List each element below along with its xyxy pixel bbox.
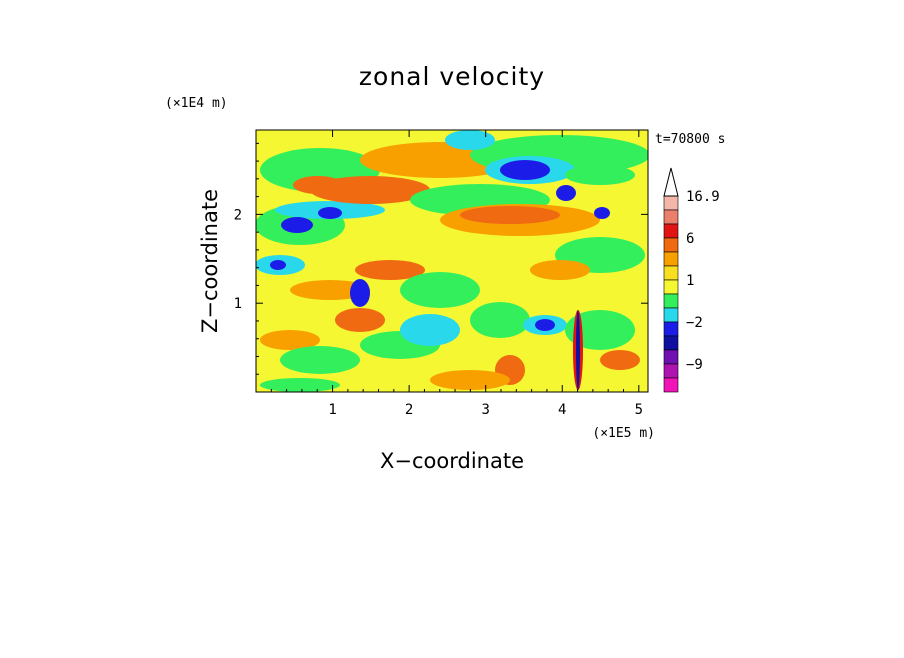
plot-frame (255, 129, 649, 393)
colorbar-label: −2 (686, 315, 703, 331)
x-tick-label: 3 (481, 402, 489, 418)
colorbar-label: −9 (686, 357, 703, 373)
colorbar-level (663, 195, 679, 211)
colorbar-level (663, 251, 679, 267)
y-tick-label: 2 (234, 207, 242, 223)
colorbar-level (663, 335, 679, 351)
x-axis: 1 2 3 4 5 (270, 130, 643, 418)
y-tick-label: 1 (234, 296, 242, 312)
colorbar-level (663, 349, 679, 365)
y-axis-label: Z−coordinate (198, 189, 222, 333)
y-axis-unit: (×1E4 m) (165, 96, 228, 111)
colorbar-label: 16.9 (686, 189, 720, 205)
colorbar-level (663, 279, 679, 295)
velocity-field (256, 130, 648, 392)
colorbar-level (663, 377, 679, 393)
colorbar-level (663, 223, 679, 239)
colorbar-level (663, 321, 679, 337)
chart-title: zonal velocity (359, 62, 545, 91)
contour-regions (256, 130, 648, 392)
x-tick-label: 1 (328, 402, 336, 418)
x-tick-label: 2 (405, 402, 413, 418)
x-tick-label: 5 (635, 402, 643, 418)
y-axis: 12 (234, 142, 648, 375)
colorbar: 16.9 6 1 −2 −9 (663, 167, 720, 393)
x-axis-label: X−coordinate (380, 449, 524, 473)
colorbar-level (663, 363, 679, 379)
colorbar-level (663, 209, 679, 225)
x-tick-label: 4 (558, 402, 566, 418)
x-axis-unit: (×1E5 m) (592, 426, 655, 441)
colorbar-level (663, 265, 679, 281)
colorbar-level (663, 293, 679, 309)
colorbar-level (663, 237, 679, 253)
colorbar-label: 1 (686, 273, 694, 289)
colorbar-label: 6 (686, 231, 694, 247)
time-label: t=70800 s (655, 132, 725, 147)
colorbar-level (663, 307, 679, 323)
colorbar-extend-arrow (663, 167, 679, 197)
